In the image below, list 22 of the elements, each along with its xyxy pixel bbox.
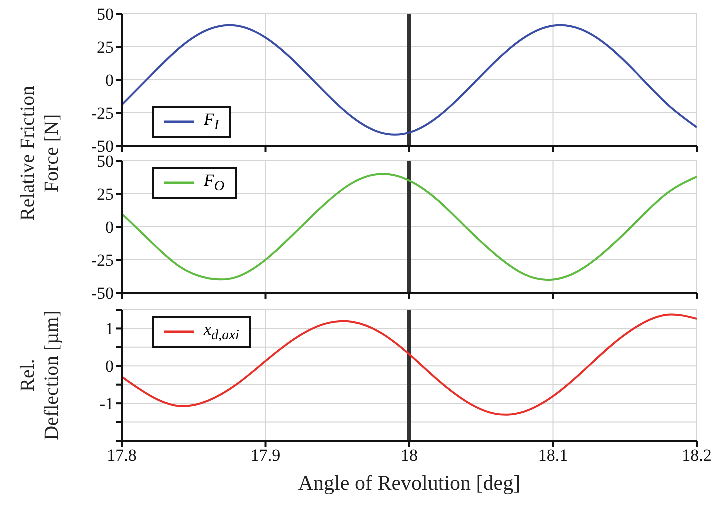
x-axis-title: Angle of Revolution [deg] [297,471,522,496]
y-axis-title: Rel. Deflection [µm] [17,310,63,440]
x-tick-label: 17.9 [250,446,281,466]
y-tick-label: 0 [106,218,114,238]
y-tick-label: 50 [97,5,114,24]
x-tick-label: 17.8 [107,446,137,466]
y-tick-label: -25 [91,251,114,270]
y-tick-label: -50 [91,284,114,304]
legend-label: F$_{I}$ [204,110,220,134]
x-tick-label: 18.2 [682,446,712,466]
y-tick-label: 25 [97,38,114,58]
y-tick-label: 0 [106,357,114,376]
legend-label: F$_{O}$ [204,171,225,196]
x-tick-label: 18 [401,446,418,466]
y-tick-label: -25 [91,104,114,124]
legend-label: x$_{d,axi}$ [204,320,240,344]
y-tick-label: -1 [100,394,114,414]
y-tick-label: 25 [97,185,114,204]
x-tick-label: 18.1 [538,446,568,466]
y-tick-label: 1 [106,320,114,339]
y-tick-label: 0 [106,71,114,90]
y-axis-title: Relative Friction Force [N] [17,86,63,221]
